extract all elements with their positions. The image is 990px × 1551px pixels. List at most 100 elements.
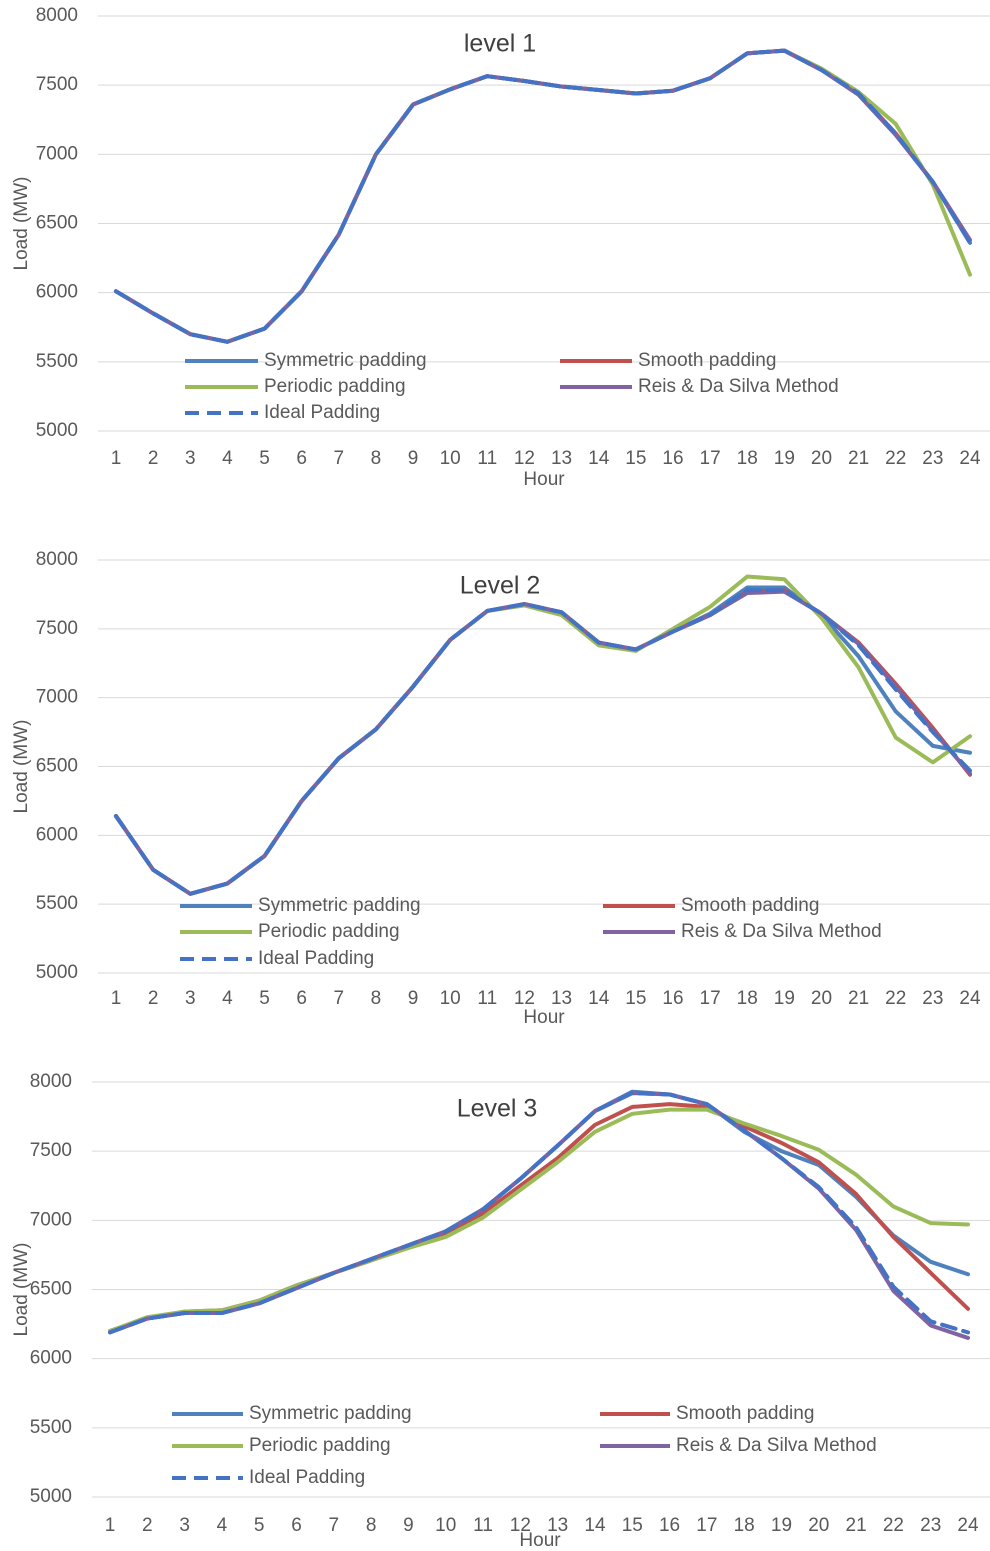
x-tick-label: 23 <box>920 1515 941 1536</box>
y-tick-label: 5000 <box>36 420 78 441</box>
x-tick-label: 12 <box>510 1515 531 1536</box>
y-tick-label: 7000 <box>30 1209 72 1230</box>
data-line <box>108 1107 970 1333</box>
x-tick-label: 14 <box>588 988 610 1009</box>
y-tick-label: 5500 <box>36 351 78 372</box>
x-tick-label: 10 <box>440 988 461 1009</box>
legend-label: Reis & Da Silva Method <box>681 921 882 942</box>
x-tick-label: 13 <box>547 1515 568 1536</box>
x-tick-label: 11 <box>477 988 497 1009</box>
y-tick-label: 7500 <box>36 74 78 95</box>
y-tick-label: 8000 <box>36 549 78 570</box>
x-tick-label: 2 <box>148 448 159 469</box>
y-tick-label: 5000 <box>36 962 78 983</box>
x-tick-label: 24 <box>959 448 981 469</box>
x-tick-label: 6 <box>291 1515 302 1536</box>
y-tick-label: 7500 <box>36 618 78 639</box>
data-line <box>114 48 972 344</box>
x-tick-label: 12 <box>514 448 535 469</box>
legend-label: Smooth padding <box>681 895 819 916</box>
x-tick-label: 15 <box>625 448 646 469</box>
x-tick-label: 16 <box>659 1515 680 1536</box>
x-axis-title: Hour <box>519 1530 561 1551</box>
x-tick-label: 14 <box>588 448 610 469</box>
x-tick-label: 5 <box>259 988 270 1009</box>
legend-label: Symmetric padding <box>264 350 427 371</box>
x-tick-label: 20 <box>811 988 832 1009</box>
x-tick-label: 20 <box>811 448 832 469</box>
y-tick-label: 5500 <box>36 893 78 914</box>
y-tick-label: 5500 <box>30 1417 72 1438</box>
legend-label: Ideal Padding <box>264 402 380 423</box>
x-tick-label: 21 <box>848 988 869 1009</box>
x-tick-label: 7 <box>329 1515 340 1536</box>
x-tick-label: 10 <box>440 448 461 469</box>
data-line <box>114 48 972 344</box>
x-tick-label: 3 <box>185 988 196 1009</box>
data-line <box>108 1102 970 1333</box>
data-line <box>114 574 972 896</box>
x-tick-label: 9 <box>408 448 419 469</box>
data-line <box>108 1091 970 1335</box>
data-line <box>114 48 972 344</box>
x-tick-label: 5 <box>259 448 270 469</box>
x-tick-label: 11 <box>473 1515 493 1536</box>
x-tick-label: 3 <box>179 1515 190 1536</box>
x-tick-label: 17 <box>700 988 721 1009</box>
data-line <box>108 1091 970 1340</box>
x-tick-label: 18 <box>734 1515 755 1536</box>
chart-title: Level 3 <box>457 1095 538 1123</box>
y-axis-title: Load (MW) <box>11 177 32 271</box>
y-tick-label: 7000 <box>36 687 78 708</box>
x-tick-label: 18 <box>737 448 758 469</box>
y-tick-label: 6000 <box>30 1348 72 1369</box>
x-tick-label: 13 <box>551 988 572 1009</box>
x-tick-label: 1 <box>105 1515 116 1536</box>
x-tick-label: 15 <box>622 1515 643 1536</box>
y-tick-label: 8000 <box>30 1071 72 1092</box>
data-line <box>114 588 972 896</box>
legend-label: Symmetric padding <box>249 1403 412 1424</box>
x-tick-label: 11 <box>477 448 497 469</box>
x-tick-label: 5 <box>254 1515 265 1536</box>
y-tick-label: 5000 <box>30 1486 72 1507</box>
y-tick-label: 7500 <box>30 1140 72 1161</box>
y-tick-label: 6500 <box>36 213 78 234</box>
x-tick-label: 22 <box>883 1515 904 1536</box>
x-tick-label: 17 <box>700 448 721 469</box>
x-tick-label: 13 <box>551 448 572 469</box>
x-tick-label: 23 <box>922 448 943 469</box>
chart-title: level 1 <box>464 30 536 58</box>
x-tick-label: 19 <box>774 988 795 1009</box>
x-tick-label: 7 <box>333 448 344 469</box>
legend-label: Symmetric padding <box>258 895 421 916</box>
x-tick-label: 24 <box>959 988 981 1009</box>
x-tick-label: 22 <box>885 988 906 1009</box>
x-tick-label: 16 <box>662 988 683 1009</box>
x-tick-label: 22 <box>885 448 906 469</box>
legend-label: Reis & Da Silva Method <box>676 1435 877 1456</box>
x-tick-label: 20 <box>808 1515 829 1536</box>
x-tick-label: 3 <box>185 448 196 469</box>
legend-label: Periodic padding <box>249 1435 391 1456</box>
x-axis-title: Hour <box>523 1007 565 1028</box>
y-axis-title: Load (MW) <box>11 720 32 814</box>
data-line <box>114 48 972 344</box>
y-tick-label: 7000 <box>36 143 78 164</box>
y-tick-label: 8000 <box>36 5 78 26</box>
legend-label: Periodic padding <box>264 376 406 397</box>
x-tick-label: 16 <box>662 448 683 469</box>
x-tick-label: 10 <box>435 1515 456 1536</box>
x-tick-label: 8 <box>371 448 382 469</box>
legend-label: Smooth padding <box>638 350 776 371</box>
x-tick-label: 21 <box>848 448 869 469</box>
x-tick-label: 1 <box>111 988 122 1009</box>
legend-label: Ideal Padding <box>249 1467 365 1488</box>
legend-label: Smooth padding <box>676 1403 814 1424</box>
legend-label: Reis & Da Silva Method <box>638 376 839 397</box>
x-tick-label: 12 <box>514 988 535 1009</box>
x-tick-label: 2 <box>142 1515 153 1536</box>
x-tick-label: 15 <box>625 988 646 1009</box>
x-tick-label: 24 <box>957 1515 979 1536</box>
